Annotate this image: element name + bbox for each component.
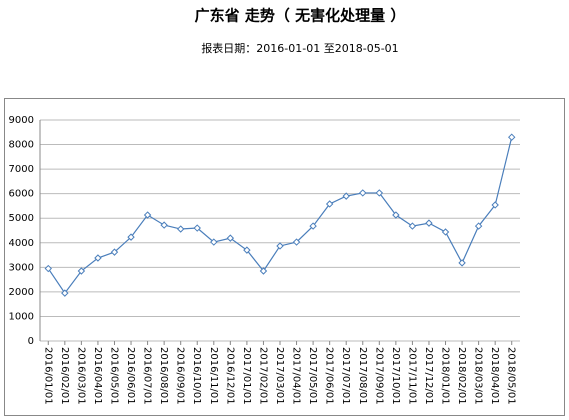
x-tick-label: 2018/05/01 xyxy=(506,347,517,405)
x-tick-label: 2016/03/01 xyxy=(75,347,86,405)
x-tick-label: 2016/06/01 xyxy=(125,347,136,405)
x-tick-label: 2017/02/01 xyxy=(257,347,268,405)
point xyxy=(375,189,384,197)
point xyxy=(210,238,218,246)
point xyxy=(425,219,433,227)
x-tick-label: 2017/10/01 xyxy=(390,347,401,405)
point xyxy=(292,238,301,246)
x-tick-label: 2017/05/01 xyxy=(307,347,318,405)
y-tick-label: 7000 xyxy=(9,164,34,175)
point xyxy=(143,211,152,219)
x-tick-label: 2016/12/01 xyxy=(224,347,235,405)
x-tick-label: 2017/12/01 xyxy=(423,347,434,405)
x-tick-label: 2016/05/01 xyxy=(108,347,119,405)
point xyxy=(176,225,185,233)
point xyxy=(259,267,268,275)
x-tick-label: 2018/01/01 xyxy=(440,347,451,405)
y-tick-label: 8000 xyxy=(9,140,34,151)
point xyxy=(508,133,516,141)
point xyxy=(309,222,317,230)
x-tick-label: 2018/04/01 xyxy=(489,347,500,405)
point xyxy=(61,289,69,297)
point xyxy=(359,189,367,197)
x-tick-label: 2018/03/01 xyxy=(473,347,484,405)
point xyxy=(408,222,417,230)
x-tick-label: 2017/04/01 xyxy=(291,347,302,405)
y-tick-label: 6000 xyxy=(9,189,34,200)
point xyxy=(474,222,483,230)
y-tick-label: 1000 xyxy=(9,311,34,322)
point xyxy=(226,234,235,242)
x-tick-label: 2017/06/01 xyxy=(324,347,335,405)
point xyxy=(243,246,251,254)
x-tick-label: 2018/02/01 xyxy=(456,347,467,405)
y-tick-label: 3000 xyxy=(9,262,34,273)
x-tick-label: 2016/04/01 xyxy=(92,347,103,405)
point xyxy=(325,200,334,208)
y-tick-label: 0 xyxy=(28,336,34,347)
x-tick-label: 2017/11/01 xyxy=(406,347,417,405)
chart-frame xyxy=(4,98,565,416)
x-tick-label: 2016/11/01 xyxy=(208,347,219,405)
point xyxy=(392,211,400,219)
y-tick-label: 5000 xyxy=(9,213,34,224)
x-tick-label: 2016/10/01 xyxy=(191,347,202,405)
x-tick-label: 2017/07/01 xyxy=(340,347,351,405)
x-tick-label: 2016/08/01 xyxy=(158,347,169,405)
series-line xyxy=(47,137,513,295)
point xyxy=(458,259,466,267)
x-tick-label: 2017/09/01 xyxy=(373,347,384,405)
y-tick-label: 4000 xyxy=(9,238,34,249)
point xyxy=(110,248,119,256)
point xyxy=(193,224,201,232)
point xyxy=(276,242,284,250)
point xyxy=(127,233,135,241)
chart-title: 广东省 走势（ 无害化处理量 ） xyxy=(195,7,406,25)
point xyxy=(160,221,168,229)
x-tick-label: 2017/08/01 xyxy=(357,347,368,405)
point xyxy=(44,264,52,273)
x-tick-label: 2017/03/01 xyxy=(274,347,285,405)
x-tick-label: 2016/02/01 xyxy=(59,347,70,405)
x-tick-label: 2016/09/01 xyxy=(175,347,186,405)
point xyxy=(94,254,102,262)
chart-subtitle: 报表日期：2016-01-01 至2018-05-01 xyxy=(201,41,398,55)
point xyxy=(77,267,86,275)
x-tick-label: 2016/07/01 xyxy=(142,347,153,405)
y-tick-label: 2000 xyxy=(9,287,34,298)
point xyxy=(491,201,499,209)
y-tick-label: 9000 xyxy=(9,115,34,126)
point xyxy=(342,192,350,200)
x-tick-label: 2017/01/01 xyxy=(241,347,252,405)
x-tick-label: 2016/01/01 xyxy=(42,347,53,405)
point xyxy=(441,228,450,236)
